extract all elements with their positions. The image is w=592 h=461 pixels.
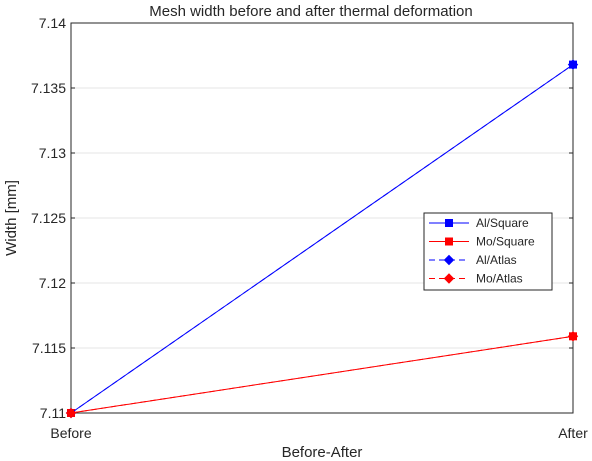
y-tick-label: 7.13 bbox=[39, 145, 66, 161]
x-axis-label: Before-After bbox=[282, 444, 363, 461]
series-line bbox=[70, 64, 574, 414]
marker-square bbox=[445, 237, 453, 246]
y-axis: 7.11 7.115 7.12 7.125 7.13 7.135 7.14 bbox=[31, 15, 573, 421]
marker-diamond bbox=[443, 254, 455, 266]
series-line bbox=[70, 335, 574, 414]
marker-diamond bbox=[567, 331, 579, 342]
y-axis-label: Width [mm] bbox=[3, 180, 20, 256]
legend-item: Al/Square bbox=[429, 216, 529, 230]
y-tick-label: 7.135 bbox=[31, 80, 66, 96]
x-tick-label: Before bbox=[50, 425, 91, 441]
legend-label: Al/Square bbox=[476, 216, 529, 230]
y-tick-label: 7.14 bbox=[39, 15, 66, 31]
legend-label: Mo/Square bbox=[476, 235, 535, 249]
x-tick-label: After bbox=[558, 425, 588, 441]
chart-title: Mesh width before and after thermal defo… bbox=[149, 3, 473, 20]
y-tick-label: 7.125 bbox=[31, 210, 66, 226]
x-axis: Before After bbox=[50, 425, 588, 441]
marker-diamond bbox=[65, 407, 77, 419]
y-tick-label: 7.115 bbox=[32, 340, 66, 356]
legend-item: Mo/Atlas bbox=[429, 272, 523, 286]
marker-diamond bbox=[567, 59, 579, 70]
series-group bbox=[65, 59, 579, 419]
marker-square bbox=[445, 219, 453, 227]
legend-label: Mo/Atlas bbox=[476, 272, 523, 286]
legend-item: Mo/Square bbox=[429, 235, 535, 249]
marker-diamond bbox=[443, 273, 455, 284]
y-tick-label: 7.12 bbox=[39, 275, 66, 291]
legend: Al/Square Mo/Square Al/Atlas Mo/Atlas bbox=[423, 212, 553, 291]
y-tick-label: 7.11 bbox=[40, 405, 66, 421]
legend-label: Al/Atlas bbox=[476, 253, 517, 267]
series-mo-atlas bbox=[65, 331, 579, 419]
legend-item: Al/Atlas bbox=[429, 253, 517, 267]
